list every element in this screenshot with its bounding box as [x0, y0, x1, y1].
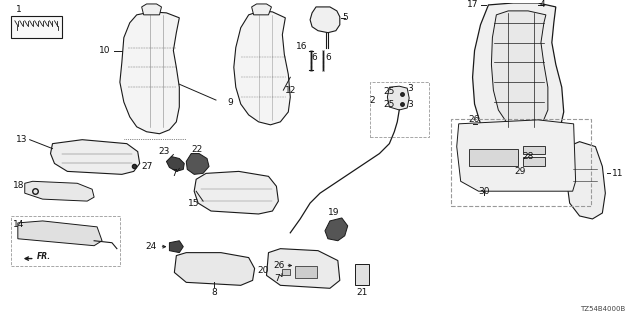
- Polygon shape: [325, 218, 348, 241]
- Bar: [295, 267, 317, 278]
- Polygon shape: [120, 12, 179, 134]
- Polygon shape: [492, 11, 548, 128]
- Text: TZ54B4000B: TZ54B4000B: [580, 306, 625, 312]
- Polygon shape: [194, 172, 278, 214]
- Bar: [369, 82, 429, 137]
- Text: 6: 6: [325, 53, 331, 62]
- Text: 2: 2: [370, 96, 376, 105]
- Text: 10: 10: [99, 46, 110, 55]
- Text: 30: 30: [479, 187, 490, 196]
- Text: 3: 3: [407, 84, 413, 93]
- Text: 4: 4: [540, 0, 545, 10]
- Polygon shape: [141, 4, 161, 15]
- Text: 25: 25: [383, 87, 394, 96]
- Polygon shape: [186, 154, 209, 174]
- Text: 3: 3: [407, 100, 413, 108]
- Bar: [11, 16, 63, 38]
- Text: 24: 24: [145, 242, 157, 251]
- Text: 18: 18: [13, 181, 24, 190]
- Polygon shape: [25, 181, 94, 201]
- Bar: [523, 156, 545, 166]
- Text: 6: 6: [311, 53, 317, 62]
- Text: 7: 7: [172, 169, 177, 178]
- Text: 23: 23: [158, 147, 170, 156]
- Text: 25: 25: [383, 100, 394, 108]
- Text: 16: 16: [296, 42, 307, 51]
- Bar: [282, 269, 291, 276]
- Text: 20: 20: [257, 266, 269, 275]
- Text: 22: 22: [191, 145, 203, 154]
- Bar: [523, 146, 545, 154]
- Text: 26: 26: [468, 116, 480, 124]
- Text: 11: 11: [612, 169, 624, 178]
- Text: 5: 5: [342, 13, 348, 22]
- Text: 19: 19: [328, 209, 340, 218]
- Text: 7: 7: [275, 274, 280, 283]
- Polygon shape: [51, 140, 140, 174]
- Text: 15: 15: [188, 199, 199, 208]
- Bar: [468, 148, 518, 166]
- Polygon shape: [566, 142, 605, 219]
- Text: 17: 17: [467, 0, 479, 10]
- Text: 28: 28: [522, 152, 534, 161]
- Text: 1: 1: [16, 5, 22, 14]
- Text: 21: 21: [356, 288, 367, 297]
- Text: FR.: FR.: [36, 252, 51, 260]
- Text: 26: 26: [273, 261, 284, 270]
- Polygon shape: [170, 241, 183, 252]
- Text: 29: 29: [514, 167, 525, 176]
- Bar: [11, 216, 120, 266]
- Polygon shape: [234, 11, 291, 125]
- Text: 27: 27: [141, 162, 153, 171]
- Polygon shape: [166, 156, 184, 172]
- Text: 9: 9: [228, 98, 234, 107]
- Polygon shape: [457, 120, 575, 191]
- Polygon shape: [310, 7, 340, 33]
- Text: 12: 12: [285, 86, 297, 95]
- Bar: [355, 264, 369, 285]
- Text: 13: 13: [16, 135, 28, 144]
- Text: 8: 8: [211, 288, 217, 297]
- Bar: [451, 119, 591, 206]
- Polygon shape: [174, 252, 255, 285]
- Text: 14: 14: [13, 220, 24, 229]
- Polygon shape: [266, 249, 340, 288]
- Polygon shape: [472, 3, 564, 147]
- Polygon shape: [252, 4, 271, 15]
- Polygon shape: [18, 221, 102, 246]
- Polygon shape: [387, 86, 409, 110]
